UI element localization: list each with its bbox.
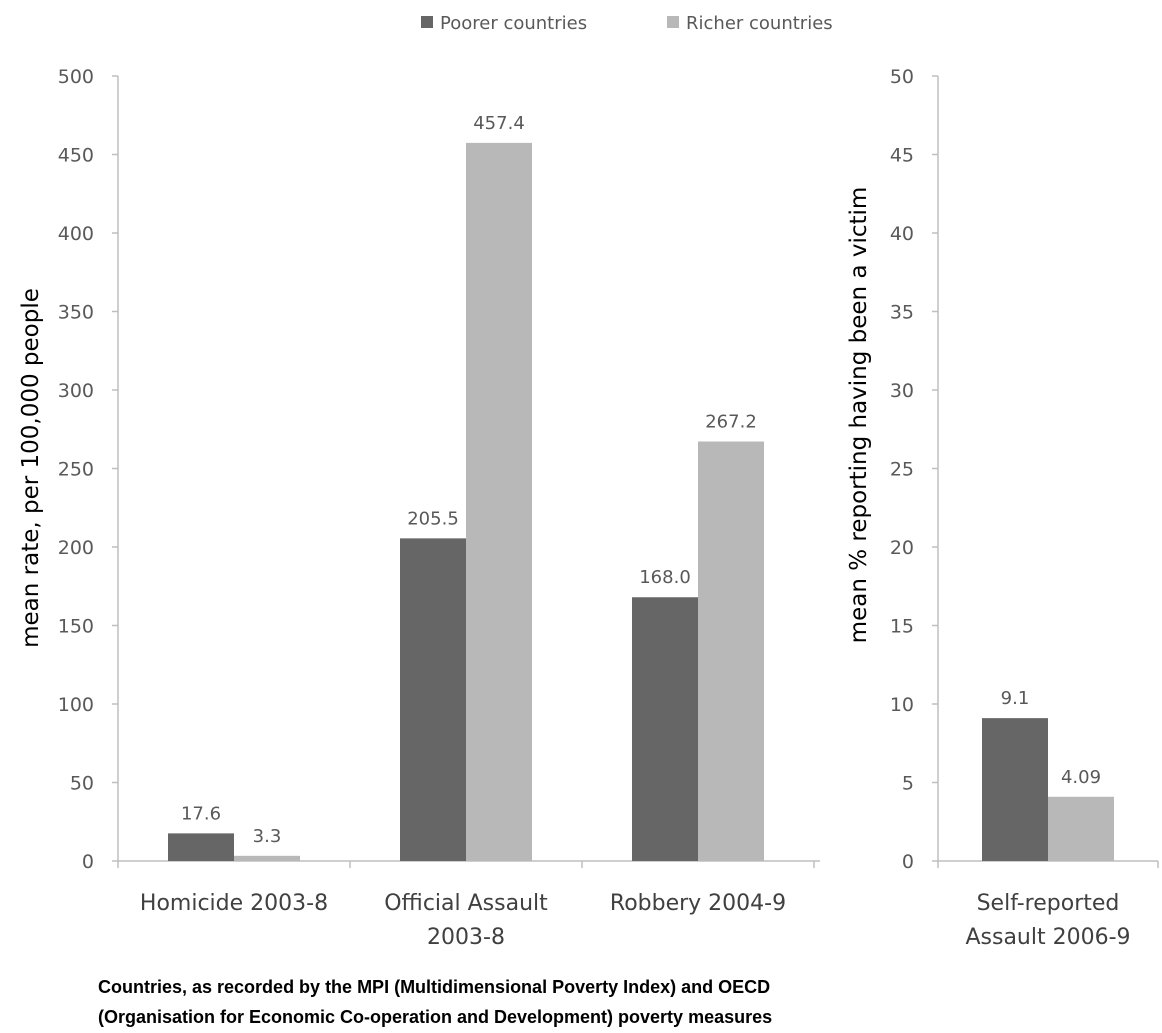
legend: Poorer countries Richer countries <box>421 13 833 34</box>
y-tick-label: 25 <box>890 459 914 481</box>
data-label: 168.0 <box>639 567 691 588</box>
y-tick-label: 150 <box>58 616 94 638</box>
y-axis-label: mean % reporting having been a victim <box>846 187 872 644</box>
y-tick-label: 10 <box>890 694 914 716</box>
category-label-line: Robbery 2004-9 <box>610 891 786 916</box>
category-label-line: Official Assault <box>384 891 548 916</box>
category-label: Self-reported Assault 2006-9 <box>965 891 1130 950</box>
legend-label-poorer: Poorer countries <box>440 13 587 34</box>
left-panel: 0 50 100 150 200 250 300 350 400 450 500 mean rate,… <box>18 66 820 950</box>
data-label: 3.3 <box>253 826 282 847</box>
y-tick-label: 250 <box>58 459 94 481</box>
y-tick-label: 450 <box>58 145 94 167</box>
y-tick-label: 5 <box>902 773 914 795</box>
y-tick-label: 45 <box>890 145 914 167</box>
y-tick-label: 350 <box>58 302 94 324</box>
caption-line-2: (Organisation for Economic Co-operation … <box>98 1007 773 1027</box>
bar-richer <box>234 855 300 861</box>
bar-poorer <box>632 597 698 861</box>
legend-swatch-richer <box>667 16 679 28</box>
y-tick-label: 50 <box>890 66 914 88</box>
y-tick-label: 0 <box>902 851 914 873</box>
y-tick-label: 400 <box>58 223 94 245</box>
category-label-line: Homicide 2003-8 <box>140 891 328 916</box>
bar-poorer <box>982 718 1048 861</box>
bar-richer <box>466 142 532 861</box>
data-label: 267.2 <box>705 411 757 432</box>
bar-richer <box>1048 796 1114 861</box>
data-label: 205.5 <box>407 508 459 529</box>
data-label: 457.4 <box>473 113 525 134</box>
right-panel: 0 5 10 15 20 25 30 35 40 45 50 mean % reporting hav… <box>846 66 1159 950</box>
legend-swatch-poorer <box>421 16 433 28</box>
data-label: 4.09 <box>1061 767 1101 788</box>
x-axis-caption: Countries, as recorded by the MPI (Multi… <box>98 972 1138 1032</box>
y-tick-label: 300 <box>58 380 94 402</box>
category-label-line: 2003-8 <box>427 925 505 950</box>
data-label: 9.1 <box>1001 688 1030 709</box>
y-tick-label: 200 <box>58 537 94 559</box>
category-label-line: Self-reported <box>977 891 1120 916</box>
y-tick-label: 35 <box>890 302 914 324</box>
category-label: Robbery 2004-9 <box>610 891 786 916</box>
caption-line-1: Countries, as recorded by the MPI (Multi… <box>98 977 771 997</box>
bar-richer <box>698 441 764 861</box>
y-tick-label: 30 <box>890 380 914 402</box>
category-label: Homicide 2003-8 <box>140 891 328 916</box>
y-tick-label: 20 <box>890 537 914 559</box>
bar-poorer <box>400 538 466 861</box>
y-tick-label: 100 <box>58 694 94 716</box>
y-tick-label: 15 <box>890 616 914 638</box>
legend-label-richer: Richer countries <box>686 13 833 34</box>
y-tick-label: 50 <box>70 773 94 795</box>
bar-poorer <box>168 833 234 861</box>
y-axis-label: mean rate, per 100,000 people <box>18 288 44 648</box>
y-tick-label: 500 <box>58 66 94 88</box>
data-label: 17.6 <box>181 803 221 824</box>
y-tick-label: 0 <box>82 851 94 873</box>
category-label: Official Assault 2003-8 <box>384 891 548 950</box>
category-label-line: Assault 2006-9 <box>965 925 1130 950</box>
y-tick-label: 40 <box>890 223 914 245</box>
